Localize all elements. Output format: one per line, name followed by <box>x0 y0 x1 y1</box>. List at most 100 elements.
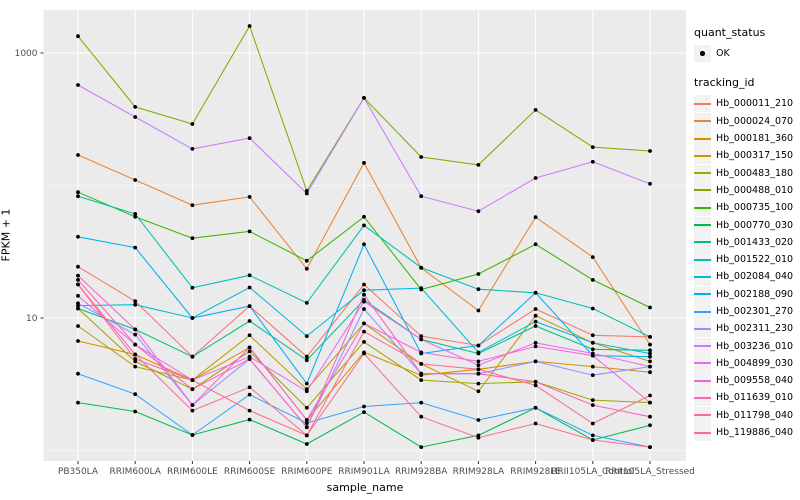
legend-key-line-icon <box>694 431 711 434</box>
data-point <box>533 405 538 410</box>
x-tick-label: RRIM928LE <box>510 467 561 477</box>
legend-key-line-icon <box>694 189 711 192</box>
x-tick-label: RRII105LA_Stressed <box>605 467 695 477</box>
data-point <box>419 350 424 355</box>
data-point <box>648 359 652 364</box>
data-point <box>362 223 366 228</box>
data-point <box>476 418 481 422</box>
data-point <box>476 381 481 386</box>
legend-item: Hb_004899_030 <box>694 354 800 372</box>
data-point <box>133 342 138 347</box>
data-point <box>590 421 595 426</box>
data-point <box>533 176 538 180</box>
data-point <box>476 359 481 364</box>
data-point <box>247 385 252 390</box>
data-point <box>419 414 424 419</box>
data-point <box>304 421 309 425</box>
data-point <box>247 136 252 141</box>
data-point <box>419 286 424 290</box>
data-point <box>476 163 481 167</box>
data-point <box>304 266 309 271</box>
legend-key-box <box>694 181 711 199</box>
data-point <box>76 194 80 199</box>
legend-item-label: Hb_119886_040 <box>716 427 794 439</box>
legend-item: Hb_119886_040 <box>694 424 800 442</box>
legend-key-box <box>694 199 711 217</box>
legend-key-line-icon <box>694 120 711 123</box>
legend-item: Hb_003236_010 <box>694 337 800 355</box>
data-point <box>304 301 309 305</box>
data-point <box>247 24 252 28</box>
data-point <box>648 364 652 369</box>
data-point <box>590 347 595 352</box>
data-point <box>476 367 481 372</box>
data-point <box>304 334 309 338</box>
data-point <box>533 383 538 388</box>
data-point <box>362 288 366 293</box>
data-point <box>133 302 138 307</box>
data-point <box>533 242 538 247</box>
data-point <box>533 290 538 295</box>
data-point <box>133 299 138 304</box>
data-point <box>590 364 595 369</box>
legend-key-box <box>694 285 711 303</box>
data-point <box>362 299 366 304</box>
data-point <box>76 83 80 87</box>
legend-key-line-icon <box>694 224 711 227</box>
legend-key-line-icon <box>694 327 711 330</box>
x-tick-label: RRIM600SE <box>224 467 276 477</box>
data-point <box>533 108 538 112</box>
data-point <box>76 282 80 287</box>
data-point <box>648 348 652 353</box>
data-point <box>304 389 309 394</box>
legend-key-box <box>694 320 711 338</box>
x-tick-label: RRIM600LE <box>167 467 218 477</box>
legend-key-line-icon <box>694 275 711 278</box>
legend-item: Hb_002188_090 <box>694 285 800 303</box>
data-point <box>590 398 595 402</box>
data-point <box>533 340 538 345</box>
legend-key-line-icon <box>694 258 711 261</box>
data-point <box>648 400 652 405</box>
x-tick-label: RRIM600LA <box>109 467 161 477</box>
data-points <box>76 24 652 449</box>
data-point <box>590 159 595 164</box>
data-point <box>419 155 424 159</box>
data-point <box>247 357 252 361</box>
data-point <box>247 304 252 308</box>
legend-key-box <box>694 216 711 234</box>
data-point <box>76 234 80 239</box>
legend-item-label: Hb_001433_020 <box>716 236 794 248</box>
data-point <box>133 212 138 216</box>
data-point <box>247 195 252 199</box>
legend-key-box <box>694 233 711 251</box>
data-point <box>476 435 481 440</box>
data-point <box>419 337 424 342</box>
legend-key-line-icon <box>694 310 711 313</box>
data-point <box>304 258 309 263</box>
data-point <box>362 410 366 414</box>
legend-key-line-icon <box>694 362 711 365</box>
data-point <box>533 319 538 324</box>
data-point <box>419 334 424 338</box>
data-point <box>419 445 424 449</box>
legend-item-label: Hb_011798_040 <box>716 409 794 421</box>
plot-panel <box>43 10 686 461</box>
data-point <box>362 351 366 356</box>
data-point <box>362 161 366 165</box>
legend-item: Hb_001522_010 <box>694 251 800 269</box>
data-point <box>247 349 252 354</box>
data-point <box>590 438 595 442</box>
legend-item-list: Hb_000011_210 Hb_000024_070 Hb_000181_360 H… <box>694 95 800 442</box>
data-point <box>648 335 652 339</box>
legend-key-box <box>694 337 711 355</box>
legend-key-line-icon <box>694 414 711 417</box>
y-tick-label: 10 <box>26 314 38 324</box>
data-point <box>76 264 80 269</box>
data-point <box>590 433 595 438</box>
data-point <box>247 408 252 413</box>
data-point <box>247 229 252 234</box>
data-point <box>590 145 595 150</box>
